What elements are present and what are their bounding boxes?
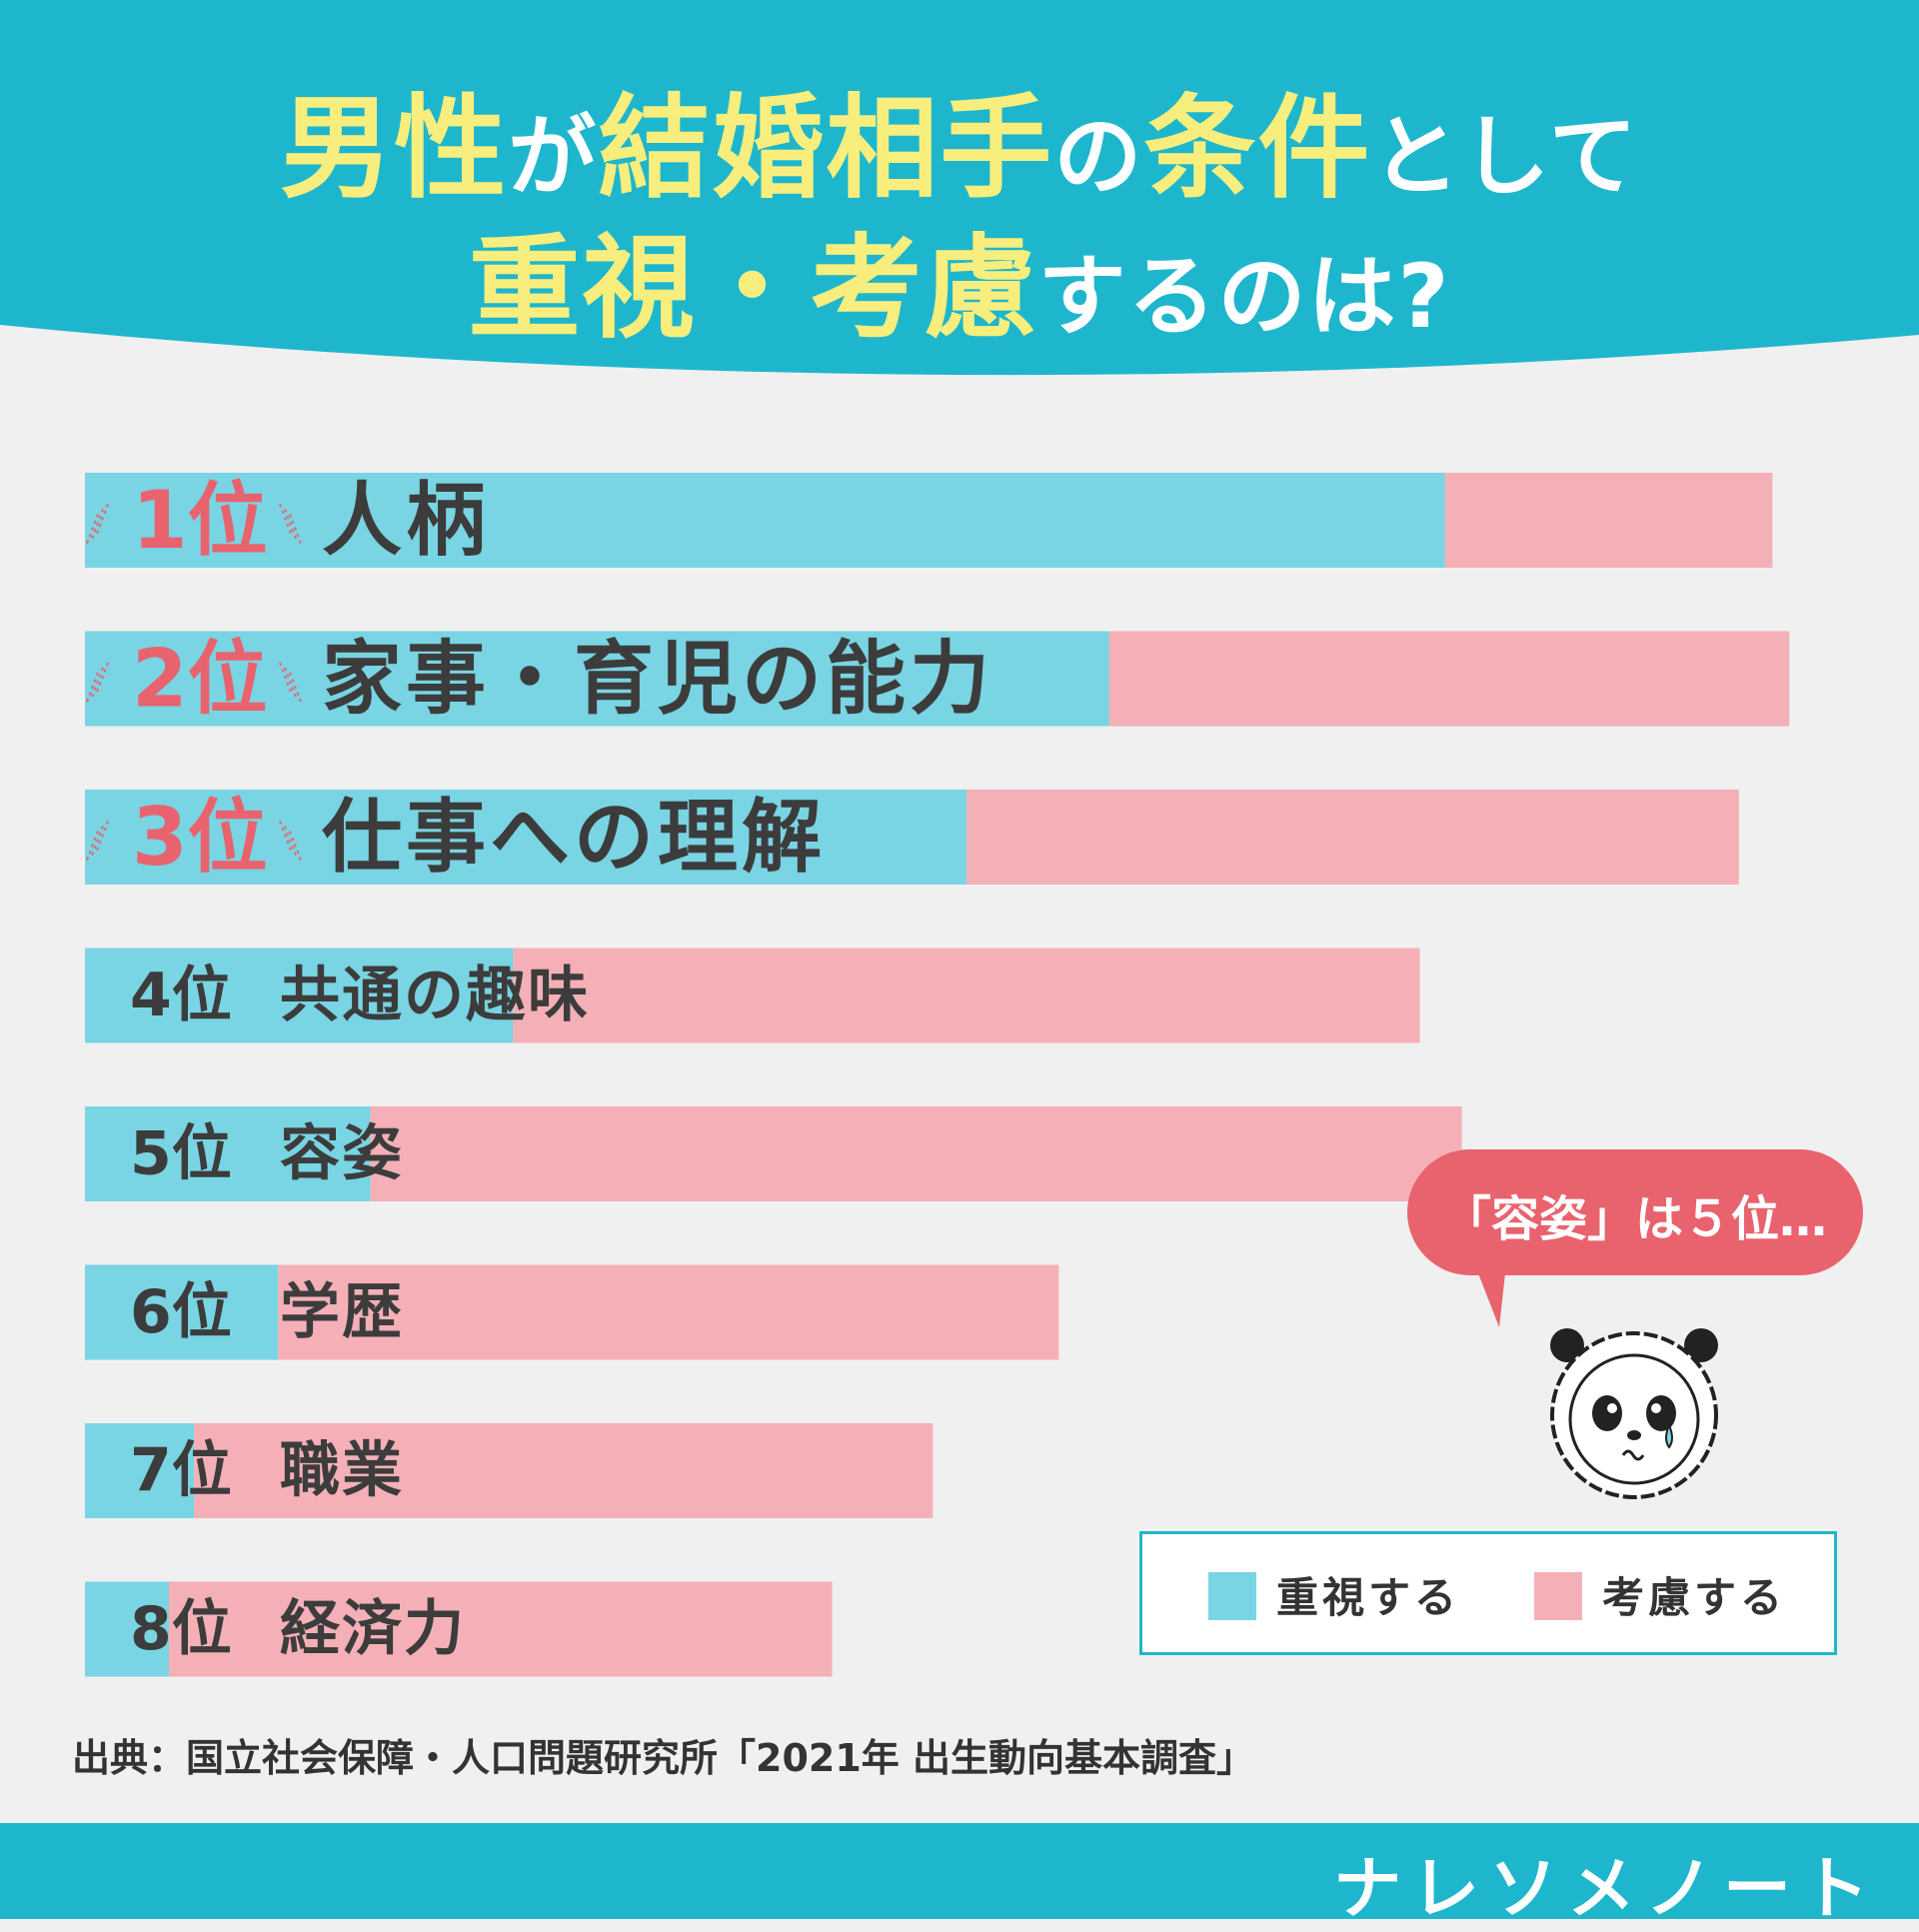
speech-bubble-text: 「容姿」は５位… [1442, 1191, 1827, 1247]
category-label: 家事・育児の能力 [322, 633, 993, 726]
title-segment: 条件 [1143, 84, 1372, 214]
source-caption: 出典：国立社会保障・人口問題研究所「2021年 出生動向基本調査」 [72, 1736, 1254, 1780]
bar-consider [1444, 473, 1773, 568]
bar-emphasis [85, 948, 514, 1043]
legend: 重視する 考慮する [1139, 1531, 1837, 1655]
rank-label: 8位 [130, 1594, 232, 1664]
legend-swatch-emphasis [1208, 1572, 1256, 1620]
category-label: 人柄 [322, 474, 490, 567]
rank-accent-mark [284, 826, 298, 859]
rank-accent-mark [284, 509, 298, 542]
bar-emphasis [85, 1581, 169, 1677]
rank-accent-mark [85, 514, 99, 547]
rank-label: 6位 [130, 1277, 232, 1347]
rank-label: 1位 [132, 474, 268, 567]
rank-accent-mark [289, 831, 303, 864]
category-label: 仕事への理解 [322, 791, 826, 884]
category-label: 職業 [280, 1436, 404, 1506]
bar-emphasis [85, 631, 1109, 727]
rank-label: 2位 [132, 633, 268, 726]
rank-accent-mark [279, 821, 293, 854]
bar-consider [194, 1423, 934, 1518]
category-label: 容姿 [280, 1119, 404, 1189]
rank-accent-mark [289, 672, 303, 706]
bar-consider [278, 1264, 1059, 1360]
rank-accent-mark [95, 821, 109, 854]
title-segment: 重視・考慮 [468, 224, 1038, 354]
category-label: 学歴 [280, 1277, 404, 1347]
title-line-2: 重視・考慮するのは? [0, 198, 1919, 360]
legend-label-consider: 考慮する [1602, 1573, 1787, 1622]
bar-consider [169, 1581, 833, 1677]
speech-bubble: 「容姿」は５位… [1407, 1149, 1863, 1275]
legend-label-emphasis: 重視する [1276, 1573, 1461, 1622]
rank-label: 5位 [130, 1119, 232, 1189]
title-segment: 結婚相手 [598, 84, 1054, 214]
rank-accent-mark [90, 667, 104, 701]
brand-logo: ナレソメノート [1332, 1850, 1879, 1929]
rank-label: 3位 [132, 791, 268, 884]
bar-emphasis [85, 473, 1445, 568]
rank-label: 4位 [130, 961, 232, 1030]
rank-accent-mark [95, 662, 109, 696]
rank-accent-mark [90, 826, 104, 859]
rank-accent-mark [90, 509, 104, 542]
panda-mascot-icon [1550, 1328, 1718, 1499]
bar-emphasis [85, 790, 966, 885]
rank-accent-mark [279, 662, 293, 696]
rank-accent-mark [85, 672, 99, 706]
legend-swatch-consider [1534, 1572, 1582, 1620]
bar-consider [966, 790, 1739, 885]
category-label: 経済力 [280, 1594, 466, 1664]
bar-emphasis [85, 1106, 371, 1201]
speech-bubble-tail [1471, 1255, 1507, 1327]
rank-label: 7位 [130, 1436, 232, 1506]
bar-emphasis [85, 1264, 279, 1360]
header-background [0, 0, 1919, 376]
category-label: 共通の趣味 [280, 961, 590, 1030]
bar-consider [1108, 631, 1790, 727]
title-segment: の [1053, 105, 1144, 208]
rank-accent-mark [95, 504, 109, 537]
rank-accent-mark [289, 514, 303, 547]
rank-accent-mark [85, 831, 99, 864]
title-segment: として [1371, 105, 1639, 208]
footer-bar: ナレソメノート [0, 1823, 1919, 1929]
title-segment: 男性 [280, 84, 509, 214]
title-segment: が [508, 105, 599, 208]
title-segment: するのは? [1037, 245, 1451, 348]
rank-accent-mark [284, 667, 298, 701]
rank-accent-mark [279, 504, 293, 537]
bar-emphasis [85, 1423, 195, 1518]
bar-consider [513, 948, 1420, 1043]
title-line-1: 男性が結婚相手の条件として [0, 58, 1919, 220]
bar-consider [370, 1106, 1462, 1201]
